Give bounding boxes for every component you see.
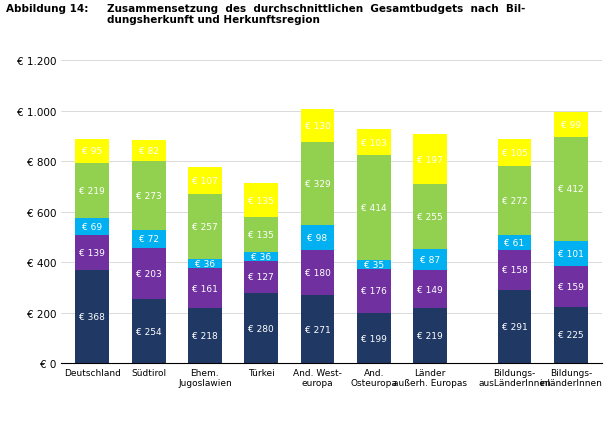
Text: € 103: € 103 bbox=[361, 138, 387, 148]
Bar bbox=[76, 271, 109, 364]
Text: € 135: € 135 bbox=[248, 230, 274, 240]
Text: € 257: € 257 bbox=[192, 222, 218, 231]
Bar bbox=[244, 293, 278, 364]
Bar bbox=[244, 252, 278, 261]
Bar bbox=[76, 163, 109, 219]
Bar bbox=[188, 194, 222, 259]
Text: dungsherkunft und Herkunftsregion: dungsherkunft und Herkunftsregion bbox=[107, 15, 321, 25]
Bar bbox=[132, 248, 166, 300]
Bar bbox=[554, 267, 588, 307]
Text: € 82: € 82 bbox=[139, 147, 158, 156]
Text: € 271: € 271 bbox=[305, 325, 330, 334]
Bar bbox=[497, 166, 531, 235]
Bar bbox=[188, 167, 222, 194]
Text: € 255: € 255 bbox=[417, 212, 443, 221]
Text: € 203: € 203 bbox=[136, 269, 161, 279]
Text: € 412: € 412 bbox=[558, 185, 583, 194]
Text: € 98: € 98 bbox=[308, 233, 327, 242]
Bar bbox=[413, 308, 447, 364]
Text: € 87: € 87 bbox=[420, 255, 440, 265]
Bar bbox=[554, 241, 588, 267]
Text: € 72: € 72 bbox=[139, 235, 158, 244]
Text: € 36: € 36 bbox=[251, 252, 271, 261]
Text: € 254: € 254 bbox=[136, 327, 161, 336]
Bar bbox=[357, 269, 391, 314]
Bar bbox=[554, 138, 588, 241]
Bar bbox=[132, 141, 166, 162]
Bar bbox=[357, 260, 391, 269]
Bar bbox=[357, 130, 391, 156]
Text: € 272: € 272 bbox=[502, 196, 527, 205]
Text: € 280: € 280 bbox=[248, 324, 274, 333]
Text: € 105: € 105 bbox=[502, 149, 527, 158]
Text: € 218: € 218 bbox=[192, 332, 218, 341]
Bar bbox=[413, 185, 447, 249]
Text: € 61: € 61 bbox=[505, 238, 524, 247]
Bar bbox=[301, 250, 335, 295]
Bar bbox=[301, 110, 335, 142]
Text: € 158: € 158 bbox=[502, 266, 527, 275]
Bar bbox=[413, 249, 447, 271]
Text: € 219: € 219 bbox=[417, 332, 443, 340]
Text: € 329: € 329 bbox=[305, 179, 330, 188]
Bar bbox=[76, 139, 109, 163]
Text: € 127: € 127 bbox=[248, 272, 274, 282]
Text: € 368: € 368 bbox=[79, 313, 105, 321]
Bar bbox=[413, 135, 447, 185]
Text: € 176: € 176 bbox=[361, 287, 387, 296]
Text: € 199: € 199 bbox=[361, 334, 387, 343]
Bar bbox=[76, 219, 109, 236]
Bar bbox=[497, 140, 531, 166]
Bar bbox=[76, 236, 109, 271]
Bar bbox=[244, 261, 278, 293]
Text: € 101: € 101 bbox=[558, 250, 584, 258]
Bar bbox=[188, 309, 222, 364]
Text: € 99: € 99 bbox=[561, 121, 581, 130]
Text: € 219: € 219 bbox=[79, 187, 105, 195]
Bar bbox=[188, 268, 222, 309]
Text: € 130: € 130 bbox=[305, 122, 330, 131]
Text: € 149: € 149 bbox=[417, 285, 443, 294]
Text: € 414: € 414 bbox=[361, 204, 387, 212]
Bar bbox=[244, 218, 278, 252]
Bar bbox=[132, 230, 166, 248]
Text: € 291: € 291 bbox=[502, 322, 527, 332]
Text: € 225: € 225 bbox=[558, 331, 583, 340]
Bar bbox=[497, 251, 531, 290]
Text: € 35: € 35 bbox=[363, 260, 384, 269]
Bar bbox=[301, 225, 335, 250]
Text: Abbildung 14:: Abbildung 14: bbox=[6, 4, 88, 14]
Bar bbox=[554, 307, 588, 364]
Text: € 159: € 159 bbox=[558, 283, 584, 291]
Text: € 69: € 69 bbox=[82, 223, 103, 232]
Text: € 107: € 107 bbox=[192, 177, 218, 185]
Bar bbox=[357, 314, 391, 364]
Text: € 36: € 36 bbox=[195, 259, 215, 268]
Text: € 95: € 95 bbox=[82, 147, 103, 156]
Bar bbox=[188, 259, 222, 268]
Bar bbox=[244, 184, 278, 218]
Text: € 161: € 161 bbox=[192, 284, 218, 293]
Text: € 180: € 180 bbox=[305, 268, 330, 277]
Text: € 273: € 273 bbox=[136, 191, 161, 201]
Text: € 139: € 139 bbox=[79, 249, 105, 258]
Bar bbox=[357, 156, 391, 260]
Text: € 197: € 197 bbox=[417, 155, 443, 164]
Bar bbox=[301, 142, 335, 225]
Text: € 135: € 135 bbox=[248, 197, 274, 205]
Bar bbox=[497, 290, 531, 364]
Bar bbox=[132, 300, 166, 364]
Text: Zusammensetzung  des  durchschnittlichen  Gesamtbudgets  nach  Bil-: Zusammensetzung des durchschnittlichen G… bbox=[107, 4, 526, 14]
Bar bbox=[132, 162, 166, 230]
Bar bbox=[413, 271, 447, 308]
Bar bbox=[554, 113, 588, 138]
Bar bbox=[497, 235, 531, 251]
Bar bbox=[301, 295, 335, 364]
